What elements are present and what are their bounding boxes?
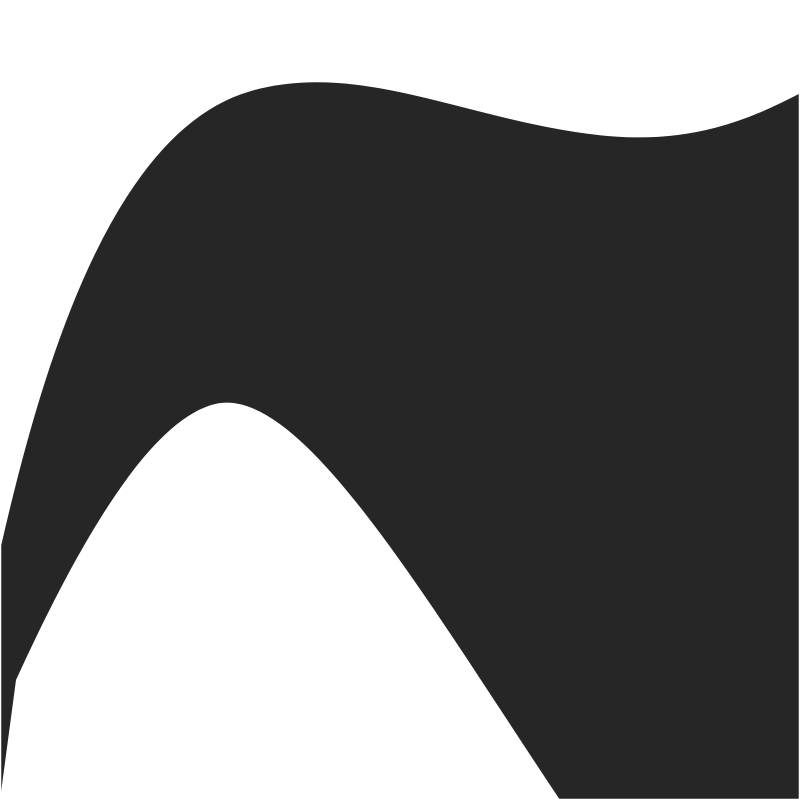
- lower-white-region: [0, 402, 800, 800]
- wave-bands: [0, 79, 800, 800]
